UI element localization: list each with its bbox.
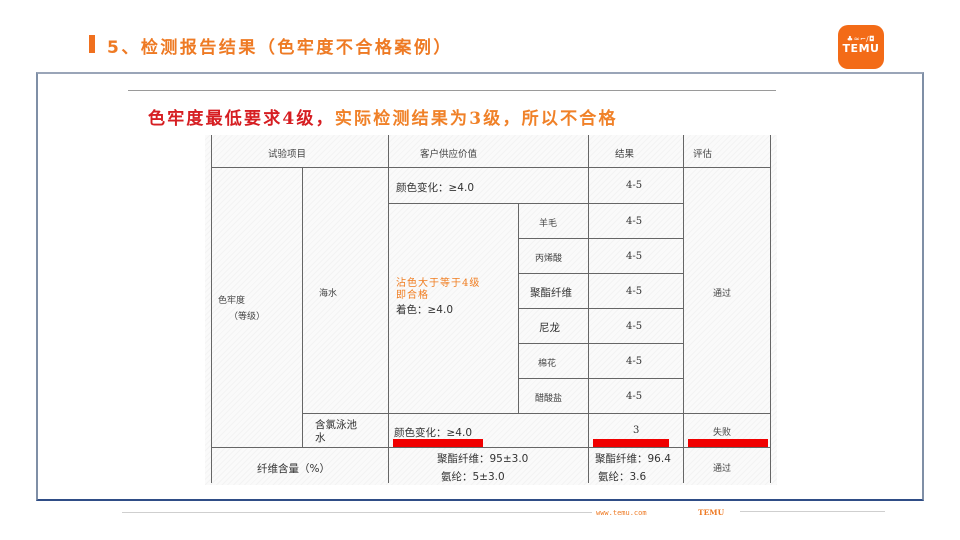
table-border (518, 273, 684, 274)
fiber-content-req-1: 聚酯纤维：95±3.0 (437, 453, 529, 465)
conclusion-subtitle: 色牢度最低要求4级，实际检测结果为3级，所以不合格 (148, 104, 618, 129)
fiber-wool: 羊毛 (539, 219, 558, 229)
fiber-content-result-1: 聚酯纤维：96.4 (595, 453, 671, 465)
staining-note-line2: 即合格 (396, 290, 429, 301)
table-border (211, 135, 212, 483)
temu-logo: ♣≈⌐/◘ TEMU (838, 25, 884, 69)
table-border (302, 413, 771, 414)
table-border (211, 167, 771, 168)
footer-rule-left (122, 512, 592, 513)
subtitle-rule (128, 90, 776, 91)
table-border (518, 308, 684, 309)
fiber-acetate: 醋酸盐 (535, 394, 563, 404)
fiber-content-result-2: 氨纶：3.6 (598, 471, 647, 483)
pool-water-label-1: 含氯泳池 (315, 419, 357, 431)
subtitle-result: 实际检测结果为3级，所以不合格 (334, 109, 618, 129)
table-border (683, 135, 684, 483)
pool-water-result: 3 (633, 425, 640, 436)
header-test-item: 试验项目 (268, 149, 307, 160)
table-border (518, 378, 684, 379)
logo-glyphs-icon: ♣≈⌐/◘ (846, 35, 876, 43)
header-customer-value: 客户供应价值 (420, 149, 478, 160)
fiber-polyester: 聚酯纤维 (530, 287, 572, 299)
fiber-nylon-result: 4-5 (626, 321, 643, 332)
fiber-content-label: 纤维含量（%） (257, 463, 330, 475)
fiber-nylon: 尼龙 (539, 322, 560, 334)
footer-url: www.temu.com (596, 509, 647, 517)
table-border (388, 135, 389, 483)
table-border (770, 135, 771, 483)
header-result: 结果 (615, 149, 635, 160)
highlight-result (593, 439, 669, 447)
page-title: 5、检测报告结果（色牢度不合格案例） (107, 38, 453, 58)
table-border (518, 343, 684, 344)
table-border (518, 238, 684, 239)
highlight-evaluation (688, 439, 768, 447)
fiber-acrylic: 丙烯酸 (535, 254, 563, 264)
seawater-color-change-req: 颜色变化：≥4.0 (396, 182, 474, 194)
table-border (211, 447, 771, 448)
fiber-cotton: 棉花 (538, 359, 557, 369)
fiber-content-req-2: 氨纶：5±3.0 (441, 471, 505, 483)
category-label: 色牢度 (218, 296, 246, 306)
fiber-acetate-result: 4-5 (626, 391, 643, 402)
fiber-acrylic-result: 4-5 (626, 251, 643, 262)
staining-note-line1: 沾色大于等于4级 (396, 278, 481, 289)
content-frame (36, 72, 924, 501)
fiber-polyester-result: 4-5 (626, 286, 643, 297)
logo-brand-text: TEMU (842, 42, 880, 55)
seawater-label: 海水 (319, 289, 338, 299)
table-border (388, 203, 684, 204)
seawater-evaluation: 通过 (713, 289, 732, 299)
test-report-table: 试验项目 客户供应价值 结果 评估 色牢度 （等级） 海水 颜色变化：≥4.0 … (205, 135, 777, 485)
table-border (302, 167, 303, 447)
footer-rule-right (740, 511, 885, 512)
pool-water-evaluation: 失败 (713, 428, 732, 438)
seawater-staining-req: 着色：≥4.0 (396, 304, 453, 316)
header-evaluation: 评估 (693, 149, 713, 160)
highlight-requirement (393, 439, 483, 447)
footer-brand: TEMU (698, 508, 725, 517)
table-border (588, 135, 589, 483)
fiber-content-evaluation: 通过 (713, 464, 732, 474)
seawater-color-change-result: 4-5 (626, 180, 643, 191)
pool-water-requirement: 颜色变化：≥4.0 (394, 427, 472, 439)
title-accent-bar (89, 35, 95, 53)
category-unit: （等级） (229, 312, 266, 322)
fiber-wool-result: 4-5 (626, 216, 643, 227)
subtitle-requirement: 色牢度最低要求4级， (148, 109, 335, 129)
pool-water-label-2: 水 (315, 432, 326, 444)
fiber-cotton-result: 4-5 (626, 356, 643, 367)
